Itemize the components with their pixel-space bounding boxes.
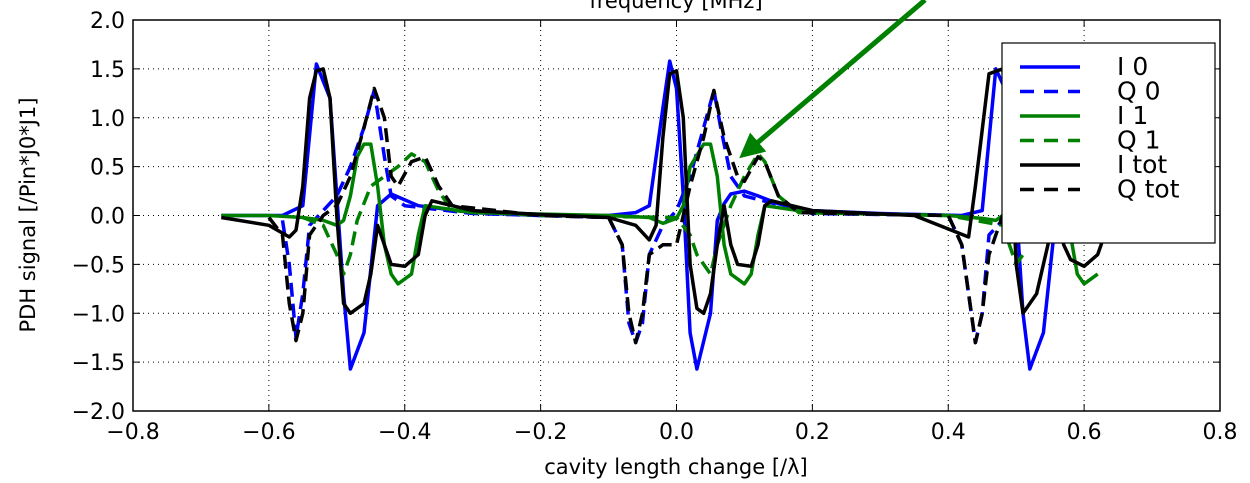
x-tick-label: 0.4: [931, 420, 966, 445]
x-tick-label: −0.6: [242, 420, 295, 445]
x-tick-label: 0.0: [659, 420, 694, 445]
legend-label: Q tot: [1117, 175, 1180, 204]
y-tick-label: −0.5: [72, 253, 125, 278]
x-tick-label: 0.8: [1203, 420, 1238, 445]
y-tick-label: 2.0: [90, 9, 125, 34]
x-tick-label: 0.6: [1067, 420, 1102, 445]
series-line-q-tot: [267, 86, 1073, 345]
series-line-i-1: [221, 142, 1099, 286]
annotation-arrow: [739, 0, 927, 159]
x-tick-label: −0.8: [106, 420, 159, 445]
legend-label: Q 0: [1117, 77, 1161, 106]
legend-box: [1001, 42, 1216, 244]
x-tick-label: −0.4: [378, 420, 431, 445]
x-tick-label: 0.2: [795, 420, 830, 445]
y-tick-label: 0.5: [90, 156, 125, 181]
series-line-i-0: [221, 59, 1105, 371]
y-tick-label: 1.0: [90, 107, 125, 132]
x-axis-label: cavity length change [/λ]: [544, 455, 807, 479]
x-tick-label: −0.2: [514, 420, 567, 445]
y-axis-label: PDH signal [/Pin*J0*J1]: [16, 97, 40, 332]
legend-label: I tot: [1117, 150, 1167, 179]
axis-ticks: −0.8 −0.6 −0.4 −0.2 0.0 0.2 0.4 0.6 0.8 −2.0 −1.5 −…: [72, 9, 1238, 445]
legend-label: I 0: [1117, 52, 1148, 81]
y-tick-label: −2.0: [72, 400, 125, 425]
y-tick-label: −1.0: [72, 302, 125, 327]
y-tick-label: 0.0: [90, 205, 125, 230]
y-tick-label: −1.5: [72, 351, 125, 376]
legend-label: Q 1: [1117, 126, 1161, 155]
y-tick-label: 1.5: [90, 58, 125, 83]
top-axis-label: frequency [MHz]: [589, 0, 762, 13]
legend-label: I 1: [1117, 101, 1148, 130]
